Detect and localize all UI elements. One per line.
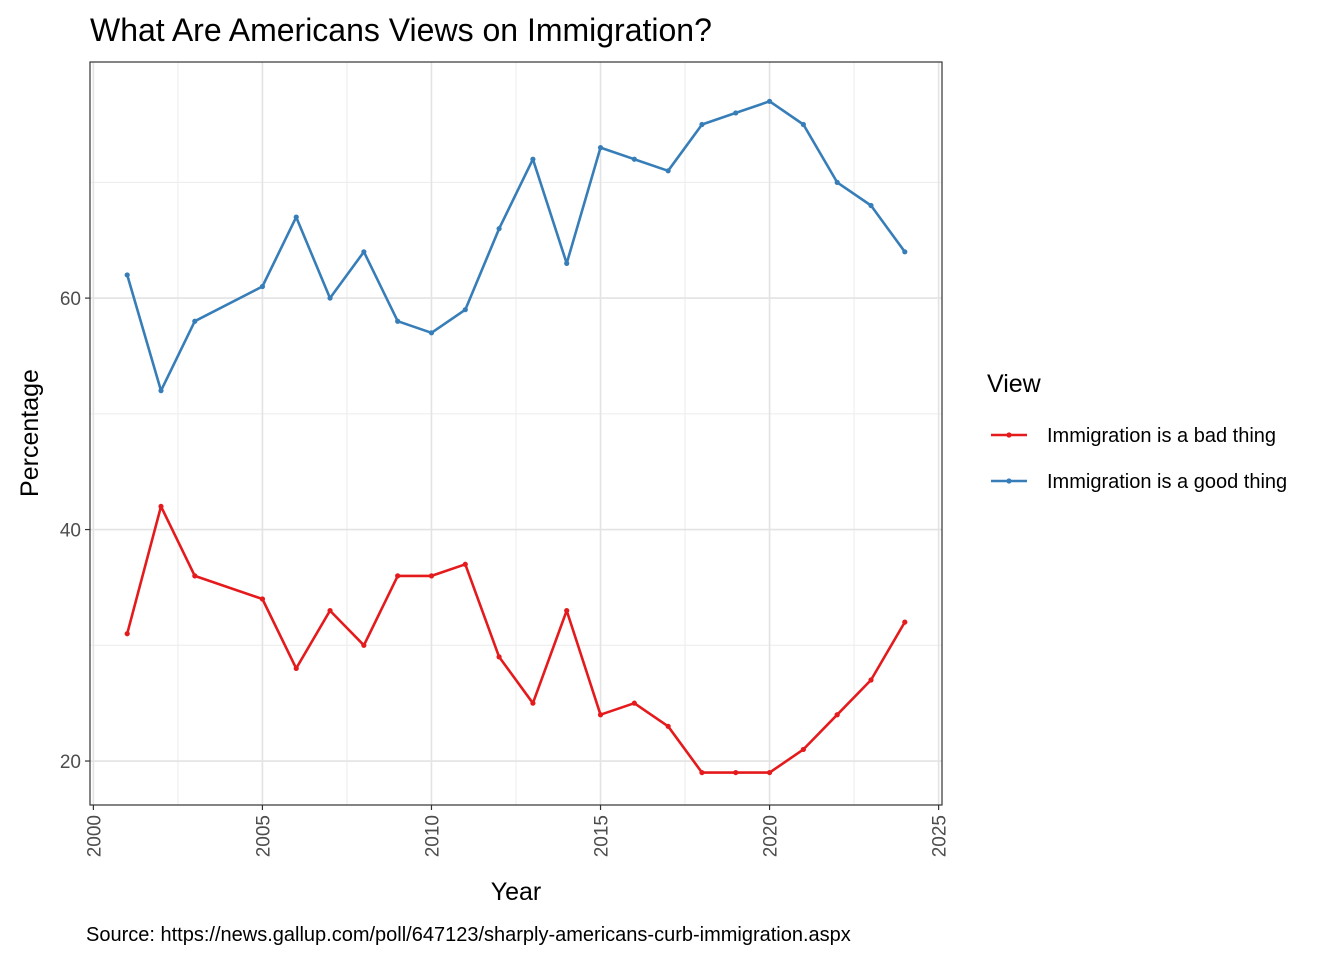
grid-lines [90, 62, 942, 805]
data-point [192, 573, 198, 579]
x-tick-label: 2015 [592, 815, 613, 857]
data-point [496, 226, 502, 232]
data-point [395, 573, 401, 579]
data-point [834, 179, 840, 185]
data-point [766, 769, 773, 776]
data-point [699, 769, 705, 776]
chart-title: What Are Americans Views on Immigration? [90, 12, 712, 48]
data-point [428, 573, 435, 579]
x-tick-label: 2010 [422, 815, 443, 857]
data-point [564, 607, 570, 614]
y-tick-label: 40 [60, 521, 81, 542]
legend: View Immigration is a bad thing Immigrati… [987, 370, 1287, 493]
series-immigration-is-a-bad-thing [124, 503, 908, 776]
y-tick-label: 20 [60, 752, 81, 773]
data-point [327, 607, 333, 614]
data-point [902, 619, 908, 625]
legend-marker [1006, 432, 1012, 438]
data-point [665, 723, 671, 729]
data-point [462, 307, 468, 313]
series-lines [124, 98, 908, 776]
data-point [293, 665, 299, 672]
data-point [124, 272, 130, 278]
data-point [361, 642, 367, 648]
data-point [800, 746, 806, 753]
data-point [597, 145, 604, 151]
data-point [733, 769, 739, 776]
data-point [766, 98, 773, 104]
legend-item: Immigration is a good thing [991, 471, 1287, 493]
data-point [902, 249, 908, 255]
x-tick-label: 2020 [761, 815, 782, 857]
data-point [158, 503, 164, 510]
series-immigration-is-a-good-thing [124, 98, 908, 394]
x-tick-label: 2005 [253, 815, 274, 857]
data-point [665, 168, 671, 174]
x-tick-label: 2000 [84, 815, 105, 857]
data-point [158, 388, 164, 394]
x-tick-label: 2025 [930, 815, 951, 857]
x-axis-title: Year [491, 878, 542, 906]
data-point [800, 121, 806, 128]
data-point [259, 283, 266, 290]
data-point [597, 712, 604, 718]
y-tick-label: 60 [60, 289, 81, 310]
data-point [868, 677, 874, 683]
data-point [530, 156, 536, 162]
y-axis-title: Percentage [16, 369, 44, 497]
data-point [564, 260, 570, 266]
legend-marker [1006, 478, 1012, 484]
data-point [699, 121, 705, 128]
data-point [428, 330, 435, 336]
data-point [395, 318, 401, 324]
data-point [496, 654, 502, 660]
data-point [631, 156, 637, 162]
plot-border [89, 61, 943, 806]
data-point [192, 318, 198, 324]
data-point [124, 631, 130, 637]
legend-label: Immigration is a bad thing [1047, 425, 1276, 447]
data-point [327, 295, 333, 301]
data-point [259, 596, 266, 602]
data-point [293, 214, 299, 220]
data-point [834, 712, 840, 718]
x-axis: 2000 2005 2010 2015 2020 2025 [84, 805, 951, 857]
data-point [530, 700, 536, 706]
legend-item: Immigration is a bad thing [991, 425, 1276, 447]
source-caption: Source: https://news.gallup.com/poll/647… [86, 924, 851, 946]
y-axis: 20 40 60 [60, 289, 90, 773]
data-point [868, 202, 874, 209]
data-point [733, 110, 739, 116]
data-point [361, 249, 367, 255]
legend-label: Immigration is a good thing [1047, 471, 1287, 493]
data-point [462, 561, 468, 567]
legend-title: View [987, 370, 1042, 398]
data-point [631, 700, 637, 706]
